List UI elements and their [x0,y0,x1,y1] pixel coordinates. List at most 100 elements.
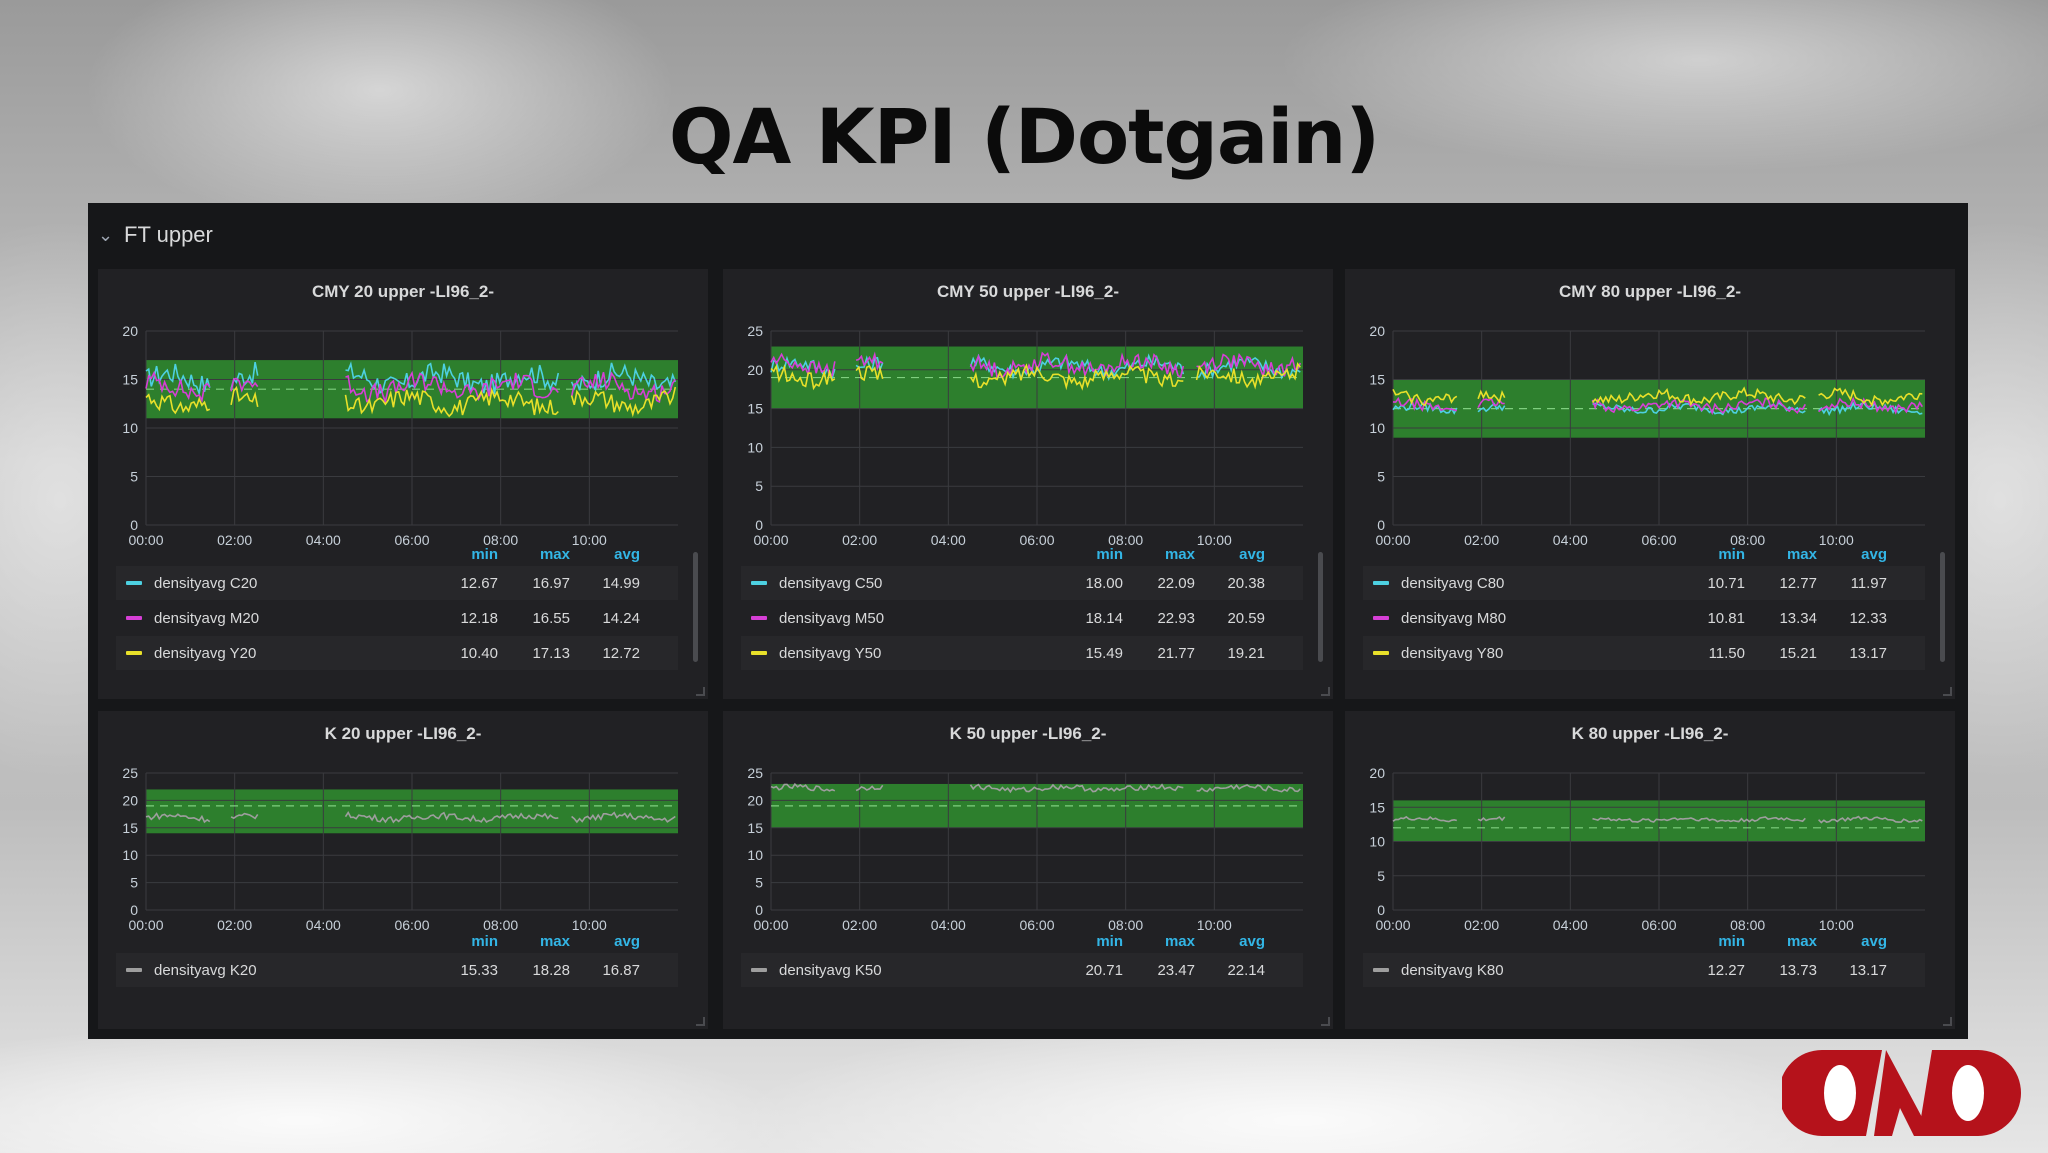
chart-panel-k-20-upper-li96-2[interactable]: K 20 upper -LI96_2- 0 5 10 15 20 25 00:00 02:00 0… [98,711,708,1029]
legend-value-max: 21.77 [1157,644,1195,662]
series-color-swatch[interactable] [1373,651,1389,655]
plot-area[interactable]: 0 5 10 15 20 25 00:00 02:00 04:00 06:00 08:00 10:00 [723,269,1333,555]
legend-col-max[interactable]: max [1786,933,1817,950]
series-line-densityavg-y80[interactable] [1392,386,1923,407]
legend-series-name[interactable]: densityavg C20 [154,574,258,592]
legend-value-max: 15.21 [1779,644,1817,662]
series-color-swatch[interactable] [126,581,142,585]
plot-area[interactable]: 0 5 10 15 20 25 00:00 02:00 04:00 06:00 08:00 10:00 [723,711,1333,940]
panel-title[interactable]: K 80 upper -LI96_2- [1571,724,1729,743]
legend-item[interactable]: densityavg K20 15.33 18.28 16.87 [116,953,678,987]
panel-resize-handle[interactable] [696,687,705,696]
legend-item[interactable]: densityavg Y50 15.49 21.77 19.21 [741,636,1303,670]
legend-col-min[interactable]: min [471,933,498,950]
legend-col-max[interactable]: max [539,933,570,950]
legend-item[interactable]: densityavg C20 12.67 16.97 14.99 [116,566,678,600]
x-tick-label: 10:00 [1819,917,1854,933]
panel-title[interactable]: K 20 upper -LI96_2- [324,724,482,743]
panel-title[interactable]: CMY 20 upper -LI96_2- [311,282,495,301]
chart-panel-cmy-50-upper-li96-2[interactable]: CMY 50 upper -LI96_2- 0 5 10 15 20 25 00:00 02:0… [723,269,1333,699]
panel-resize-handle[interactable] [1943,687,1952,696]
panel-resize-handle[interactable] [1321,1017,1330,1026]
legend-item[interactable]: densityavg K50 20.71 23.47 22.14 [741,953,1303,987]
series-color-swatch[interactable] [126,968,142,972]
legend-scrollbar[interactable] [1940,552,1945,662]
series-color-swatch[interactable] [751,651,767,655]
panel-resize-handle[interactable] [1321,687,1330,696]
series-line-densityavg-k20[interactable] [145,811,676,824]
legend-item[interactable]: densityavg M20 12.18 16.55 14.24 [116,601,678,635]
legend-series-name[interactable]: densityavg M20 [154,609,260,627]
legend-series-name[interactable]: densityavg M80 [1401,609,1507,627]
legend-series-name[interactable]: densityavg C50 [779,574,883,592]
legend-series-name[interactable]: densityavg M50 [779,609,885,627]
series-color-swatch[interactable] [1373,968,1389,972]
series-line-densityavg-k80[interactable] [1392,815,1923,824]
panel-title[interactable]: CMY 80 upper -LI96_2- [1558,282,1742,301]
series-color-swatch[interactable] [751,616,767,620]
legend-col-max[interactable]: max [1164,933,1195,950]
chart-panel-k-50-upper-li96-2[interactable]: K 50 upper -LI96_2- 0 5 10 15 20 25 00:00 02:00 0… [723,711,1333,1029]
legend-col-avg[interactable]: avg [614,933,640,950]
plot-area[interactable]: 0 5 10 15 20 00:00 02:00 04:00 06:00 08:00 10:00 [1345,269,1955,555]
legend-col-avg[interactable]: avg [1239,933,1265,950]
legend-col-max[interactable]: max [1786,546,1817,563]
legend-series-name[interactable]: densityavg K80 [1401,961,1504,979]
series-line-densityavg-y50[interactable] [770,362,1301,391]
legend-col-min[interactable]: min [1096,546,1123,563]
legend-col-avg[interactable]: avg [1861,546,1887,563]
series-line-densityavg-m50[interactable] [770,351,1302,379]
series-color-swatch[interactable] [751,968,767,972]
panel-title[interactable]: K 50 upper -LI96_2- [949,724,1107,743]
row-header[interactable]: ⌄ FT upper [98,217,213,253]
legend-col-avg[interactable]: avg [614,546,640,563]
legend-item[interactable]: densityavg Y20 10.40 17.13 12.72 [116,636,678,670]
plot-area[interactable]: 0 5 10 15 20 00:00 02:00 04:00 06:00 08:00 10:00 [98,269,708,555]
series-color-swatch[interactable] [751,581,767,585]
legend-series-name[interactable]: densityavg Y20 [154,644,257,662]
legend-col-avg[interactable]: avg [1239,546,1265,563]
series-color-swatch[interactable] [126,651,142,655]
legend-col-min[interactable]: min [1718,546,1745,563]
x-tick-label: 10:00 [1819,532,1854,548]
legend-col-min[interactable]: min [1096,933,1123,950]
legend-series-name[interactable]: densityavg K20 [154,961,257,979]
legend-col-max[interactable]: max [539,546,570,563]
legend-value-avg: 13.17 [1849,644,1887,662]
legend-col-min[interactable]: min [471,546,498,563]
panel-resize-handle[interactable] [696,1017,705,1026]
chevron-down-icon[interactable]: ⌄ [98,224,114,245]
chart-panel-cmy-20-upper-li96-2[interactable]: CMY 20 upper -LI96_2- 0 5 10 15 20 00:00 02:00 0… [98,269,708,699]
panel-resize-handle[interactable] [1943,1017,1952,1026]
series-line-densityavg-y20[interactable] [145,385,677,418]
legend-scrollbar[interactable] [693,552,698,662]
legend-item[interactable]: densityavg C50 18.00 22.09 20.38 [741,566,1303,600]
legend-series-name[interactable]: densityavg K50 [779,961,882,979]
legend-item[interactable]: densityavg K80 12.27 13.73 13.17 [1363,953,1925,987]
legend-value-max: 12.77 [1779,574,1817,592]
chart-panel-cmy-80-upper-li96-2[interactable]: CMY 80 upper -LI96_2- 0 5 10 15 20 00:00 02:00 0… [1345,269,1955,699]
legend-value-min: 10.81 [1707,609,1745,627]
series-color-swatch[interactable] [1373,616,1389,620]
legend-item[interactable]: densityavg M50 18.14 22.93 20.59 [741,601,1303,635]
legend-col-max[interactable]: max [1164,546,1195,563]
plot-area[interactable]: 0 5 10 15 20 00:00 02:00 04:00 06:00 08:00 10:00 [1345,711,1955,940]
panel-title[interactable]: CMY 50 upper -LI96_2- [936,282,1120,301]
legend-scrollbar[interactable] [1318,552,1323,662]
legend-item[interactable]: densityavg M80 10.81 13.34 12.33 [1363,601,1925,635]
slide-title: QA KPI (Dotgain) [668,92,1380,181]
legend-series-name[interactable]: densityavg C80 [1401,574,1505,592]
plot-area[interactable]: 0 5 10 15 20 25 00:00 02:00 04:00 06:00 08:00 10:00 [98,711,708,940]
series-color-swatch[interactable] [1373,581,1389,585]
series-color-swatch[interactable] [126,616,142,620]
chart-panel-k-80-upper-li96-2[interactable]: K 80 upper -LI96_2- 0 5 10 15 20 00:00 02:00 04:… [1345,711,1955,1029]
y-tick-label: 5 [1377,469,1385,485]
legend-col-avg[interactable]: avg [1861,933,1887,950]
series-line-densityavg-k50[interactable] [770,782,1301,794]
legend-col-min[interactable]: min [1718,933,1745,950]
legend-item[interactable]: densityavg Y80 11.50 15.21 13.17 [1363,636,1925,670]
legend-series-name[interactable]: densityavg Y80 [1401,644,1504,662]
series-line-densityavg-m20[interactable] [145,370,676,405]
legend-series-name[interactable]: densityavg Y50 [779,644,882,662]
legend-item[interactable]: densityavg C80 10.71 12.77 11.97 [1363,566,1925,600]
